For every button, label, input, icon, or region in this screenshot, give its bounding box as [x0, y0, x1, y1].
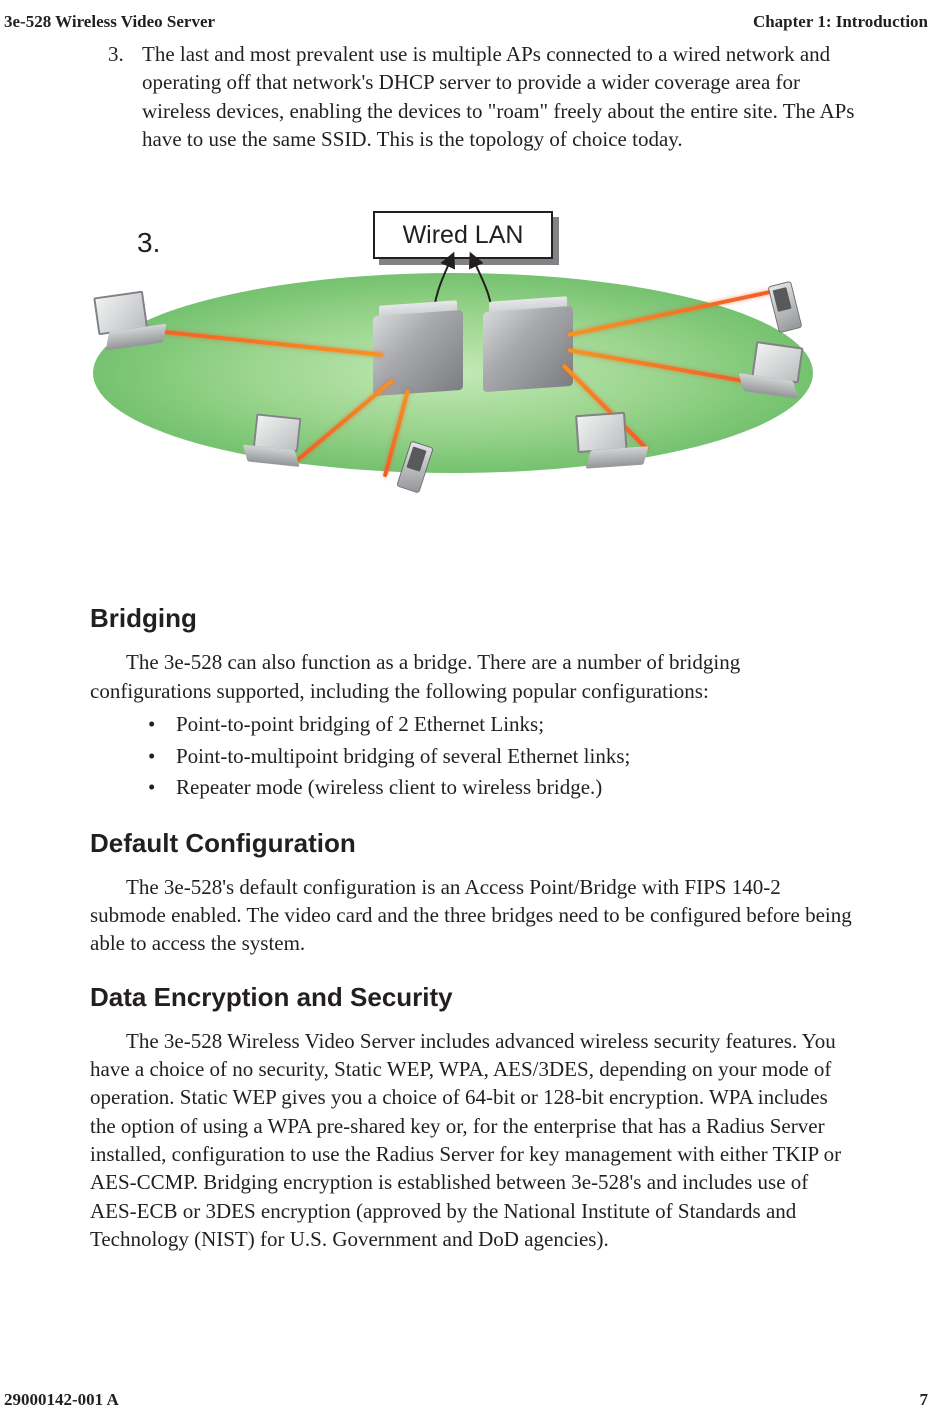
- bridging-bullets: Point-to-point bridging of 2 Ethernet Li…: [90, 709, 856, 804]
- laptop-icon: [571, 411, 645, 474]
- intro-item-text: The last and most prevalent use is multi…: [142, 42, 854, 151]
- access-point-icon: [483, 309, 573, 389]
- laptop-icon: [89, 289, 166, 356]
- list-item: Point-to-multipoint bridging of several …: [148, 741, 856, 773]
- encryption-paragraph: The 3e-528 Wireless Video Server include…: [90, 1027, 856, 1254]
- encryption-heading: Data Encryption and Security: [90, 982, 856, 1013]
- figure-number-label: 3.: [137, 227, 160, 259]
- default-config-heading: Default Configuration: [90, 828, 856, 859]
- topology-figure: 3. Wired LAN: [73, 213, 833, 493]
- footer-docnum: 29000142-001 A: [4, 1390, 119, 1410]
- intro-item-3: 3. The last and most prevalent use is mu…: [90, 40, 856, 153]
- laptop-icon: [244, 413, 312, 471]
- pda-icon: [768, 281, 803, 333]
- bridging-paragraph: The 3e-528 can also function as a bridge…: [90, 648, 856, 705]
- intro-list: 3. The last and most prevalent use is mu…: [90, 40, 856, 153]
- running-header-right: Chapter 1: Introduction: [753, 12, 928, 32]
- bridging-heading: Bridging: [90, 603, 856, 634]
- running-header-left: 3e-528 Wireless Video Server: [4, 12, 215, 32]
- laptop-icon: [741, 340, 815, 404]
- list-item: Point-to-point bridging of 2 Ethernet Li…: [148, 709, 856, 741]
- default-config-paragraph: The 3e-528's default configuration is an…: [90, 873, 856, 958]
- footer-pagenum: 7: [920, 1390, 929, 1410]
- intro-item-number: 3.: [108, 40, 124, 68]
- list-item: Repeater mode (wireless client to wirele…: [148, 772, 856, 804]
- wired-lan-box: Wired LAN: [373, 211, 553, 259]
